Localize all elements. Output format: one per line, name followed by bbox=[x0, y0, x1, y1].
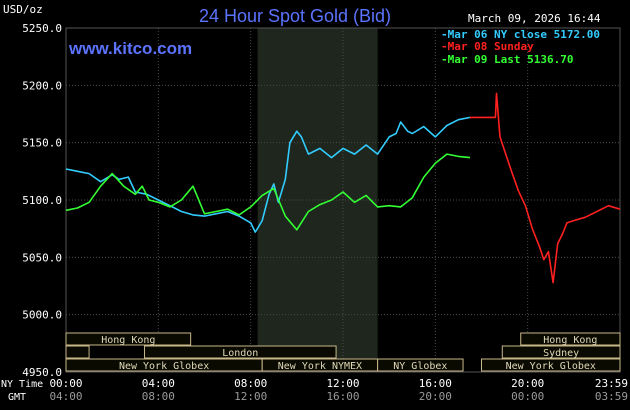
y-tick-label: 5150.0 bbox=[22, 137, 62, 150]
x-tick-gmt: 04:00 bbox=[49, 390, 82, 403]
session-box bbox=[520, 332, 621, 346]
y-tick-label: 5250.0 bbox=[22, 22, 62, 35]
legend-item-mar09: -Mar 09 Last 5136.70 bbox=[441, 53, 573, 66]
x-tick-gmt: 08:00 bbox=[142, 390, 175, 403]
grid-lines bbox=[65, 27, 621, 373]
series-line-1 bbox=[470, 92, 621, 284]
gmt-label: GMT bbox=[8, 392, 26, 403]
y-tick-label: 5200.0 bbox=[22, 79, 62, 92]
ny-time-label: NY Time bbox=[1, 379, 43, 390]
session-label: NY Globex bbox=[393, 361, 447, 372]
x-tick-ny: 20:00 bbox=[511, 377, 544, 390]
x-tick-gmt: 00:00 bbox=[511, 390, 544, 403]
x-tick-ny: 00:00 bbox=[49, 377, 82, 390]
session-label: Sydney bbox=[543, 348, 579, 359]
plot-frame bbox=[65, 27, 621, 373]
y-axis-ticks: 5250.0 5200.0 5150.0 5100.0 5050.0 5000.0 4950… bbox=[22, 22, 62, 379]
trading-sessions: Hong Kong London New York Globex New York N… bbox=[65, 332, 621, 372]
y-tick-label: 5050.0 bbox=[22, 251, 62, 264]
session-box bbox=[65, 332, 192, 346]
x-tick-gmt: 16:00 bbox=[326, 390, 359, 403]
legend-item-mar08: -Mar 08 Sunday bbox=[441, 40, 534, 53]
legend-item-mar06: -Mar 06 NY close 5172.00 bbox=[441, 28, 600, 41]
x-tick-ny: 08:00 bbox=[234, 377, 267, 390]
session-label: New York Globex bbox=[119, 361, 209, 372]
chart-title: 24 Hour Spot Gold (Bid) bbox=[199, 6, 391, 26]
session-label: New York Globex bbox=[506, 361, 596, 372]
brand-watermark: www.kitco.com bbox=[68, 39, 192, 58]
x-tick-gmt: 20:00 bbox=[419, 390, 452, 403]
x-tick-ny: 16:00 bbox=[419, 377, 452, 390]
timestamp: March 09, 2026 16:44 bbox=[468, 12, 601, 25]
price-series bbox=[65, 92, 621, 284]
series-line-2 bbox=[65, 153, 471, 231]
session-label: New York NYMEX bbox=[278, 361, 362, 372]
x-tick-gmt: 12:00 bbox=[234, 390, 267, 403]
y-unit-label: USD/oz bbox=[3, 3, 43, 16]
x-tick-gmt: 03:59 bbox=[595, 390, 628, 403]
session-box bbox=[481, 358, 621, 372]
x-tick-ny: 12:00 bbox=[326, 377, 359, 390]
y-tick-label: 5000.0 bbox=[22, 309, 62, 322]
session-label: London bbox=[222, 348, 258, 359]
y-tick-label: 5100.0 bbox=[22, 194, 62, 207]
y-tick-label: 4950.0 bbox=[22, 366, 62, 379]
x-axis-ticks: 00:0004:0004:0008:0008:0012:0012:0016:00… bbox=[49, 377, 628, 403]
x-tick-ny: 23:59 bbox=[595, 377, 628, 390]
session-box bbox=[501, 345, 621, 359]
session-box bbox=[65, 345, 90, 359]
session-box bbox=[143, 345, 337, 359]
session-label: Hong Kong bbox=[101, 335, 155, 346]
x-tick-ny: 04:00 bbox=[142, 377, 175, 390]
session-box bbox=[377, 358, 464, 372]
session-label: Hong Kong bbox=[543, 335, 597, 346]
